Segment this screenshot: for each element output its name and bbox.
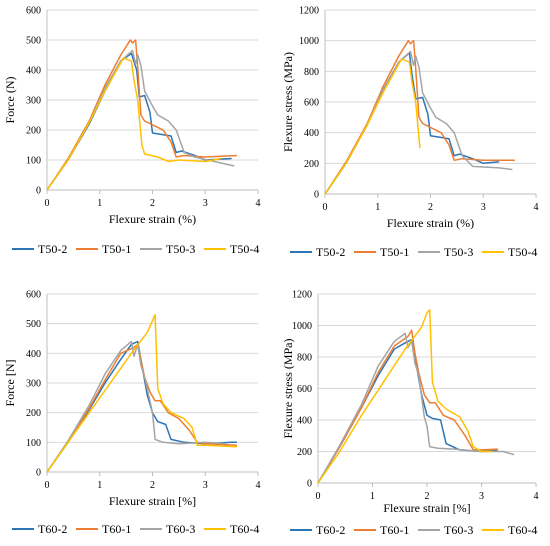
y-tick-label: 1200	[299, 6, 319, 17]
x-tick-label: 4	[534, 491, 539, 502]
force-chart-t60: 0 100 200 300 400 500 600 0 1 2 3 4 Flexure strain […	[3, 290, 261, 537]
x-tick-label: 4	[256, 480, 261, 491]
series-line-t50-1	[324, 39, 515, 195]
y-tick-label: 400	[26, 349, 41, 360]
legend-label: T50-2	[316, 245, 345, 259]
x-tick-label: 3	[203, 198, 208, 209]
y-tick-label: 1200	[292, 290, 312, 301]
series-line-t60-3	[317, 332, 515, 484]
y-tick-label: 0	[307, 479, 312, 490]
legend-label: T50-2	[38, 242, 67, 256]
y-tick-label: 200	[26, 408, 41, 419]
x-tick-label: 2	[150, 480, 155, 491]
x-tick-label: 1	[370, 491, 375, 502]
series-line-t50-3	[324, 50, 513, 195]
y-tick-label: 200	[297, 447, 312, 458]
series-line-t60-3	[46, 340, 227, 473]
y-tick-label: 800	[304, 67, 319, 78]
y-tick-label: 600	[26, 290, 41, 301]
legend-label: T50-1	[102, 242, 131, 256]
y-tick-label: 0	[314, 190, 319, 201]
y-tick-label: 800	[297, 353, 312, 364]
y-tick-label: 1000	[292, 321, 312, 332]
x-axis-title: Flexure strain [%]	[383, 501, 470, 515]
x-tick-label: 3	[479, 491, 484, 502]
legend-label: T60-4	[230, 522, 259, 536]
y-tick-label: 400	[26, 66, 41, 77]
y-tick-label: 500	[26, 36, 41, 47]
series-line-t60-1	[317, 329, 498, 484]
x-tick-label: 1	[97, 480, 102, 491]
x-tick-label: 3	[203, 480, 208, 491]
legend-label: T60-1	[380, 523, 409, 537]
series-line-t60-4	[317, 309, 493, 484]
legend-label: T50-3	[166, 242, 195, 256]
y-tick-label: 300	[26, 379, 41, 390]
legend-label: T60-1	[102, 522, 131, 536]
y-tick-label: 400	[304, 128, 319, 139]
series-line-t50-1	[46, 39, 237, 191]
legend-label: T60-2	[38, 522, 67, 536]
y-axis-title: Flexure stress (MPa)	[281, 339, 295, 439]
legend-label: T60-3	[444, 523, 473, 537]
x-tick-label: 3	[481, 202, 486, 213]
series-line-t60-1	[46, 343, 237, 473]
x-tick-label: 0	[45, 480, 50, 491]
x-tick-label: 2	[150, 198, 155, 209]
x-tick-label: 0	[323, 202, 328, 213]
y-tick-label: 500	[26, 319, 41, 330]
legend-label: T60-4	[508, 523, 537, 537]
y-axis-title: Force [N]	[3, 360, 17, 407]
stress-chart-t60: 0 200 400 600 800 1000 1200 0 1 2 3 4 Flexure strain…	[281, 290, 539, 538]
y-tick-label: 1000	[299, 36, 319, 47]
y-axis-title: Force (N)	[3, 77, 17, 124]
legend-label: T60-2	[316, 523, 345, 537]
chart-panel-3: 0 100 200 300 400 500 600 0 1 2 3 4 Flexure strain […	[0, 282, 272, 546]
series-line-t50-3	[46, 49, 235, 191]
y-tick-label: 100	[26, 156, 41, 167]
y-tick-label: 600	[304, 98, 319, 109]
y-tick-label: 200	[304, 159, 319, 170]
y-tick-label: 600	[26, 6, 41, 17]
y-tick-label: 0	[36, 468, 41, 479]
x-axis-title: Flexure strain (%)	[387, 216, 474, 230]
x-tick-label: 0	[45, 198, 50, 209]
y-tick-label: 200	[26, 126, 41, 137]
force-chart-t50: 0 100 200 300 400 500 600 0 1 2 3 4 Flexure strain (…	[3, 6, 261, 257]
chart-panel-1: 0 100 200 300 400 500 600 0 1 2 3 4 Flexure strain (…	[0, 0, 272, 272]
x-axis-title: Flexure strain (%)	[109, 212, 196, 226]
series-line-t60-4	[46, 314, 237, 473]
x-tick-label: 4	[256, 198, 261, 209]
x-tick-label: 1	[97, 198, 102, 209]
y-tick-label: 400	[297, 416, 312, 427]
stress-chart-t50: 0 200 400 600 800 1000 1200 0 1 2 3 4 Flexure strain…	[281, 6, 539, 260]
legend-label: T50-3	[444, 245, 473, 259]
series-line-t50-4	[46, 57, 222, 191]
chart-panel-4: 0 200 400 600 800 1000 1200 0 1 2 3 4 Flexure strain…	[278, 282, 550, 546]
x-tick-label: 1	[375, 202, 380, 213]
y-tick-label: 100	[26, 438, 41, 449]
y-tick-label: 0	[36, 186, 41, 197]
y-axis-title: Flexure stress (MPa)	[281, 52, 295, 152]
series-line-t60-2	[317, 338, 498, 484]
series-line-t50-2	[324, 52, 500, 195]
x-tick-label: 2	[425, 491, 430, 502]
legend-label: T60-3	[166, 522, 195, 536]
y-tick-label: 600	[297, 384, 312, 395]
y-tick-label: 300	[26, 96, 41, 107]
x-tick-label: 0	[316, 491, 321, 502]
series-line-t50-4	[324, 58, 421, 195]
legend-label: T50-4	[230, 242, 259, 256]
x-tick-label: 4	[534, 202, 539, 213]
chart-panel-2: 0 200 400 600 800 1000 1200 0 1 2 3 4 Flexure strain…	[278, 0, 550, 272]
x-tick-label: 2	[428, 202, 433, 213]
legend-label: T50-4	[508, 245, 537, 259]
x-axis-title: Flexure strain [%]	[109, 494, 196, 508]
legend-label: T50-1	[380, 245, 409, 259]
